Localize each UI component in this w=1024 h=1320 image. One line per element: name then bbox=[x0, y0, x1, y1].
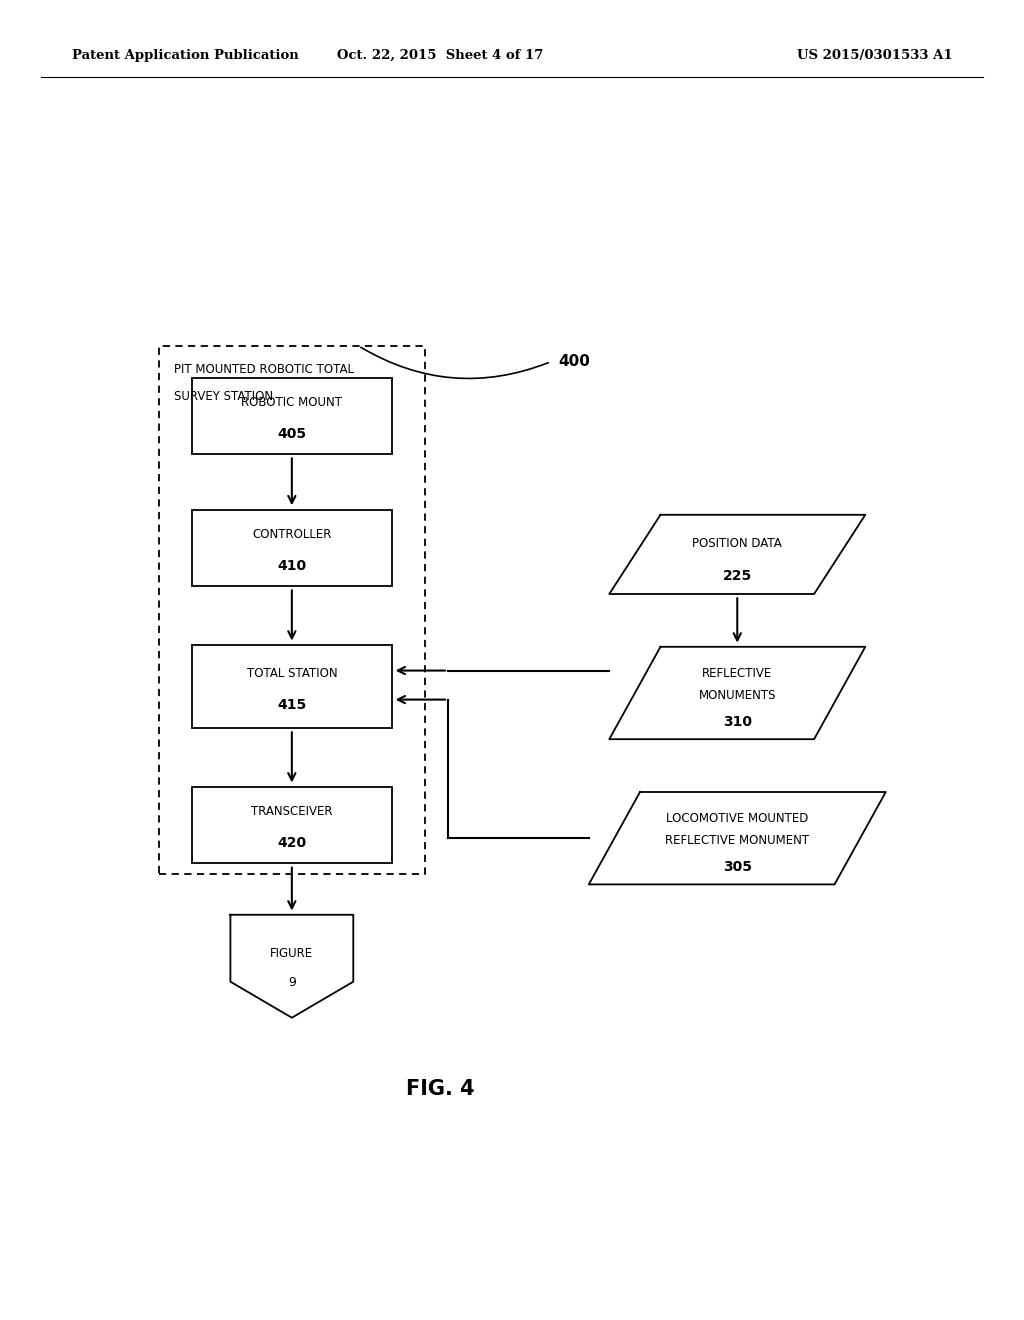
Text: REFLECTIVE MONUMENT: REFLECTIVE MONUMENT bbox=[666, 834, 809, 847]
Text: US 2015/0301533 A1: US 2015/0301533 A1 bbox=[797, 49, 952, 62]
FancyBboxPatch shape bbox=[191, 378, 391, 454]
Text: 310: 310 bbox=[723, 715, 752, 729]
Text: ROBOTIC MOUNT: ROBOTIC MOUNT bbox=[242, 396, 342, 409]
FancyBboxPatch shape bbox=[159, 346, 425, 874]
Polygon shape bbox=[609, 647, 865, 739]
FancyBboxPatch shape bbox=[191, 644, 391, 729]
Text: 305: 305 bbox=[723, 861, 752, 874]
Polygon shape bbox=[230, 915, 353, 1018]
Polygon shape bbox=[589, 792, 886, 884]
Polygon shape bbox=[609, 515, 865, 594]
Text: 9: 9 bbox=[288, 975, 296, 989]
Text: REFLECTIVE: REFLECTIVE bbox=[702, 667, 772, 680]
Text: 400: 400 bbox=[558, 354, 590, 370]
Text: SURVEY STATION: SURVEY STATION bbox=[174, 389, 273, 403]
Text: 225: 225 bbox=[723, 569, 752, 582]
Text: FIG. 4: FIG. 4 bbox=[406, 1078, 475, 1100]
FancyBboxPatch shape bbox=[191, 510, 391, 586]
Text: MONUMENTS: MONUMENTS bbox=[698, 689, 776, 702]
Text: 405: 405 bbox=[278, 428, 306, 441]
Text: LOCOMOTIVE MOUNTED: LOCOMOTIVE MOUNTED bbox=[666, 812, 809, 825]
Text: FIGURE: FIGURE bbox=[270, 946, 313, 960]
Text: 410: 410 bbox=[278, 560, 306, 573]
Text: TOTAL STATION: TOTAL STATION bbox=[247, 667, 337, 680]
Text: PIT MOUNTED ROBOTIC TOTAL: PIT MOUNTED ROBOTIC TOTAL bbox=[174, 363, 354, 376]
FancyBboxPatch shape bbox=[191, 787, 391, 863]
Text: CONTROLLER: CONTROLLER bbox=[252, 528, 332, 541]
Text: 420: 420 bbox=[278, 837, 306, 850]
Text: TRANSCEIVER: TRANSCEIVER bbox=[251, 805, 333, 818]
Text: POSITION DATA: POSITION DATA bbox=[692, 537, 782, 550]
Text: 415: 415 bbox=[278, 698, 306, 711]
Text: Oct. 22, 2015  Sheet 4 of 17: Oct. 22, 2015 Sheet 4 of 17 bbox=[337, 49, 544, 62]
Text: Patent Application Publication: Patent Application Publication bbox=[72, 49, 298, 62]
